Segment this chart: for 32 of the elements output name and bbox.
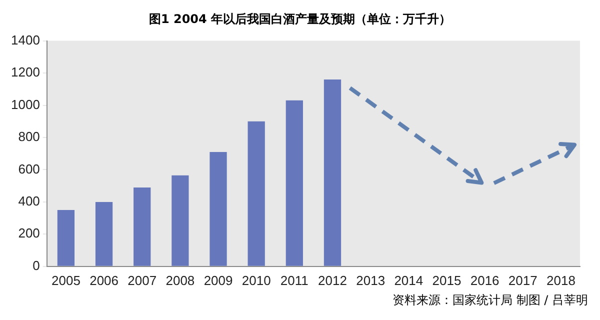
bar [172, 175, 189, 266]
chart-title: 图1 2004 年以后我国白酒产量及预期（单位：万千升） [148, 11, 452, 28]
x-tick-label: 2013 [356, 272, 386, 288]
x-tick-label: 2018 [546, 272, 576, 288]
x-tick-label: 2012 [318, 272, 347, 288]
x-tick-label: 2007 [128, 272, 157, 288]
x-tick-label: 2014 [394, 272, 424, 288]
x-tick-label: 2017 [508, 272, 538, 288]
y-tick-label: 800 [18, 129, 40, 144]
x-tick-label: 2010 [242, 272, 271, 288]
y-tick-label: 1200 [11, 64, 40, 80]
x-tick-label: 2008 [166, 272, 195, 288]
bar [134, 187, 151, 266]
x-tick-label: 2011 [280, 272, 308, 288]
y-tick-label: 1000 [11, 96, 40, 112]
x-tick-label: 2006 [90, 272, 118, 288]
x-tick-label: 2009 [204, 272, 233, 288]
bar [95, 202, 113, 266]
y-tick-label: 600 [18, 161, 40, 176]
bar [248, 121, 265, 266]
bar [210, 152, 227, 266]
y-tick-label: 400 [18, 194, 40, 209]
y-tick-label: 1400 [11, 32, 40, 48]
y-tick-label: 200 [18, 226, 40, 241]
bar [324, 79, 342, 266]
x-tick-label: 2016 [470, 272, 500, 288]
bar [57, 210, 75, 266]
x-tick-label: 2015 [432, 272, 462, 288]
y-tick-label: 0 [32, 258, 40, 273]
text: 资料来源：国家统计局 制图 / 吕莘明 [392, 292, 589, 309]
x-tick-label: 2005 [52, 272, 80, 288]
bar [286, 100, 303, 266]
